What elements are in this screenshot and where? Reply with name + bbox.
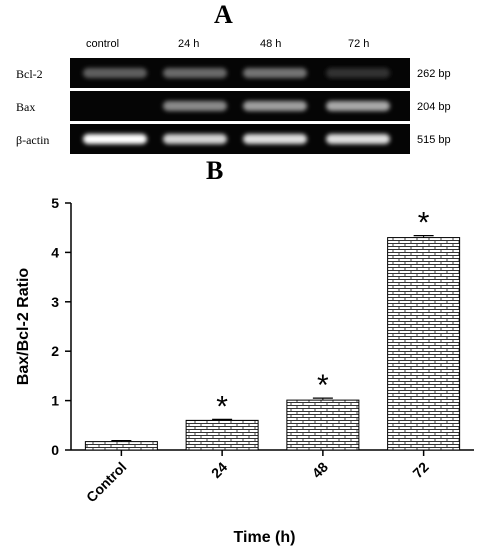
lane-label-48h: 48 h	[260, 38, 282, 50]
gel-band	[243, 68, 307, 78]
row-label-actin: β-actin	[16, 133, 50, 147]
y-tick-label: 3	[51, 294, 59, 310]
bar-3	[387, 237, 461, 451]
y-tick-label: 4	[51, 244, 59, 260]
y-tick-label: 1	[51, 393, 59, 409]
bar-1	[185, 419, 259, 451]
x-axis-title: Time (h)	[234, 529, 296, 546]
bp-label-bax: 204 bp	[417, 101, 451, 113]
gel-band	[163, 101, 227, 111]
bp-label-actin: 515 bp	[417, 134, 451, 146]
y-tick-label: 0	[51, 442, 59, 458]
gel-band	[163, 68, 227, 78]
gel-band	[326, 68, 390, 78]
gel-band	[326, 101, 390, 111]
gel-image	[70, 58, 410, 154]
y-tick-label: 2	[51, 343, 59, 359]
bp-label-bcl2: 262 bp	[417, 68, 451, 80]
significance-marker: *	[317, 369, 329, 402]
significance-marker: *	[216, 390, 228, 423]
x-tick-label: 24	[208, 459, 230, 481]
y-axis-title: Bax/Bcl-2 Ratio	[15, 268, 32, 386]
lane-label-24h: 24 h	[178, 38, 200, 50]
x-tick-label: Control	[83, 459, 130, 506]
gel-band	[243, 134, 307, 144]
gel-band	[243, 101, 307, 111]
gel-band	[163, 134, 227, 144]
lane-label-72h: 72 h	[348, 38, 370, 50]
row-label-bax: Bax	[16, 100, 36, 114]
gel-band	[83, 134, 147, 144]
panel-a-letter: A	[214, 0, 233, 29]
bar-0	[84, 441, 158, 451]
gel-band	[326, 134, 390, 144]
gel-band	[83, 68, 147, 78]
lane-label-control: control	[86, 38, 120, 50]
x-tick-label: 48	[309, 459, 331, 481]
significance-marker: *	[418, 207, 430, 240]
row-label-bcl2: Bcl-2	[16, 67, 43, 81]
bar-chart: 0 1 2 3 4 5 * * * Control 24 48 72 Bax/Bcl-2 Ratio…	[15, 195, 474, 546]
panel-b-letter: B	[206, 156, 224, 185]
y-tick-label: 5	[51, 195, 59, 211]
bar-2	[286, 399, 360, 451]
x-tick-label: 72	[409, 459, 431, 481]
